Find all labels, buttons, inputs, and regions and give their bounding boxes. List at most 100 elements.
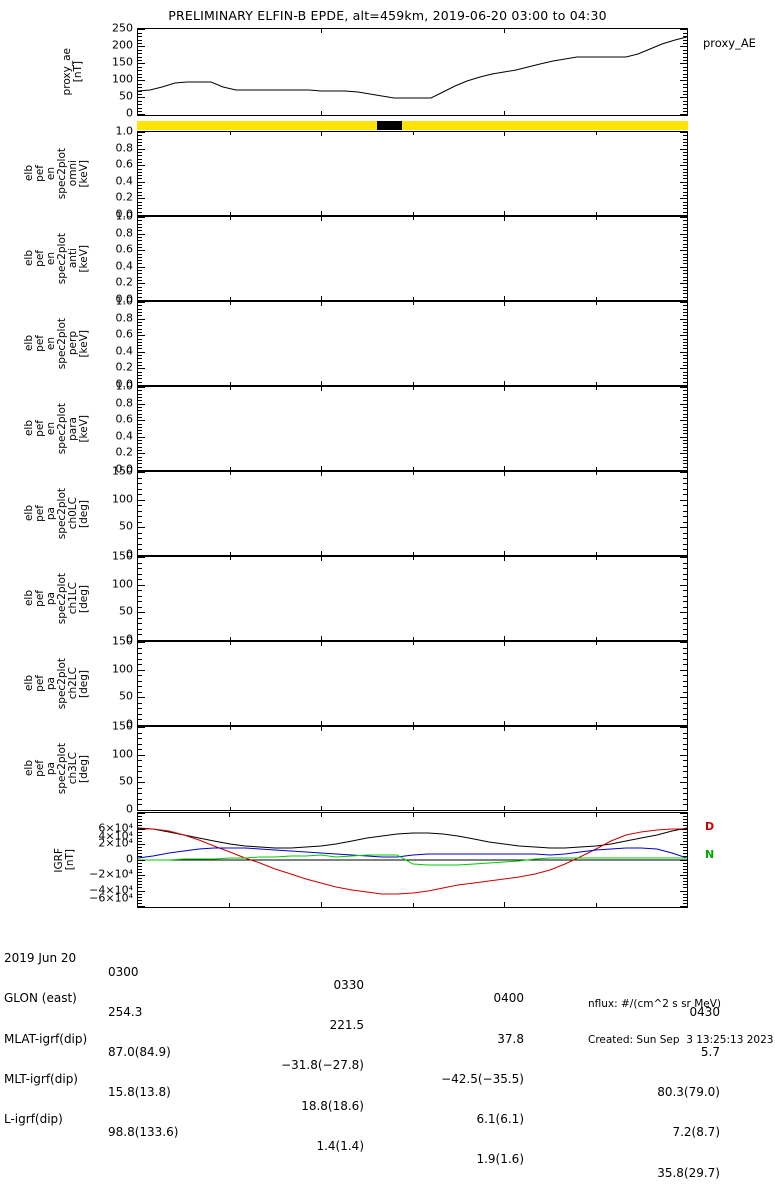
ytick: 200 [112,38,133,52]
panel-label-line: [deg] [78,754,90,783]
panel-label-elb-pef-pa-spec2plot-ch0LC: elb pef pa spec2plot ch0LC [deg] [23,471,90,556]
bar-strip-indicator [137,121,688,130]
cell-value: 0330 [333,978,364,993]
cell-value: 35.8(29.7) [657,1165,720,1180]
ytick: 50 [119,774,133,788]
spectrogram-empty-area [138,727,687,810]
panel-label-line: [deg] [78,499,90,528]
row-label: MLT-igrf(dip) [4,1071,78,1086]
panel-igrf [137,812,688,908]
ytick: 0.2 [115,360,134,374]
ytick: 50 [119,519,133,533]
panel-label-line: [keV] [78,244,90,273]
ytick: 0.8 [115,311,134,325]
panel-label-line: [nT] [64,849,76,871]
ytick: 0 [126,852,133,865]
ytick: 0.4 [115,429,134,443]
igrf-trace-n [138,854,687,866]
cell-value: 0300 [108,964,139,979]
ytick: 0.0 [115,377,134,391]
elb-pef-pa-spec2plot-ch3LC-ytick-labels: 150 100 50 0 [89,721,133,815]
cell-value: 254.3 [108,1004,143,1019]
panel-label-line: [keV] [78,414,90,443]
table-row: L-igrf(dip) 98.8(133.6) 1.4(1.4) 1.9(1.6… [4,1100,720,1179]
bar-strip-marker [377,121,402,130]
panel-elb-pef-en-spec2plot-omni [137,131,688,216]
ytick: 0.6 [115,327,134,341]
ytick: 0.0 [115,462,134,476]
ytick: 150 [112,55,133,69]
panel-label-proxy-ae: proxy_ae [nT] [56,28,90,116]
ytick: 150 [112,464,133,478]
created-note: Created: Sun Sep 3 13:25:13 2023 [588,1034,774,1046]
panel-label-elb-pef-pa-spec2plot-ch1LC: elb pef pa spec2plot ch1LC [deg] [23,556,90,641]
ytick: −4×10⁴ [89,883,133,896]
panel-label-elb-pef-en-spec2plot-anti: elb pef en spec2plot anti [keV] [23,216,90,301]
ytick: 150 [112,549,133,563]
ytick: 0 [126,717,133,731]
ytick: 150 [112,719,133,733]
panel-elb-pef-pa-spec2plot-ch1LC [137,556,688,641]
cell-value: 221.5 [329,1018,364,1033]
elb-pef-pa-spec2plot-ch0LC-ytick-labels: 150 100 50 0 [89,466,133,560]
spectrogram-empty-area [138,642,687,725]
ytick: 0.2 [115,275,134,289]
table-row: MLAT-igrf(dip) 87.0(84.9) −31.8(−27.8) −… [4,1019,720,1099]
ytick: 0.8 [115,226,134,240]
ytick: 0.4 [115,259,134,273]
cell-value: 6.1(6.1) [476,1112,524,1127]
row-label: 2019 Jun 20 [4,951,77,966]
cell-value: −31.8(−27.8) [281,1058,364,1073]
panel-label-line: [keV] [78,329,90,358]
ytick: 1.0 [115,294,134,308]
cell-value: 0400 [493,991,524,1006]
ytick: 0.0 [115,292,134,306]
plot-canvas: PRELIMINARY ELFIN-B EPDE, alt=459km, 201… [4,8,773,1180]
ytick: 1.0 [115,209,134,223]
ytick: 100 [112,577,133,591]
igrf-trace-beast [138,847,687,859]
panel-elb-pef-pa-spec2plot-ch3LC [137,726,688,811]
ytick: 1.0 [115,379,134,393]
row-label: GLON (east) [4,991,77,1006]
cell-value: 80.3(79.0) [657,1085,720,1100]
igrf-plot-area [138,827,687,895]
panel-proxy-ae [137,28,688,116]
ytick: 0 [126,802,133,816]
panel-label-line: [deg] [78,669,90,698]
ytick: 100 [112,662,133,676]
igrf-ytick-labels: 6×10⁴ 4×10⁴ 2×10⁴ 0 −2×10⁴ −4×10⁴ −6×10⁴ [84,812,133,908]
ytick: 6×10⁴ [98,821,133,834]
panel-elb-pef-en-spec2plot-perp [137,301,688,386]
table-row: 2019 Jun 20 0300 0330 0400 0430 [4,939,720,1018]
elb-pef-pa-spec2plot-ch2LC-ytick-labels: 150 100 50 0 [89,636,133,730]
cell-value: 15.8(13.8) [108,1085,171,1100]
ytick: 100 [112,747,133,761]
igrf-trace-btotal [138,827,687,849]
panel-label-igrf: IGRF [nT] [48,812,82,908]
ytick: 0 [126,632,133,646]
ytick: 0 [126,106,133,120]
proxy-ae-plot-area [138,36,687,99]
panel-label-elb-pef-en-spec2plot-omni: elb pef en spec2plot omni [keV] [23,131,90,216]
ytick: 1.0 [115,124,134,138]
table-row: MLT-igrf(dip) 15.8(13.8) 18.8(18.6) 6.1(… [4,1059,720,1139]
ytick: 0.0 [115,207,134,221]
ytick: 0.8 [115,141,134,155]
row-label: L-igrf(dip) [4,1112,63,1127]
elb-pef-en-spec2plot-perp-ytick-labels: 1.0 0.8 0.6 0.4 0.2 0.0 [89,296,134,390]
ytick: 0.2 [115,445,134,459]
cell-value: 87.0(84.9) [108,1045,171,1060]
elb-pef-en-spec2plot-para-ytick-labels: 1.0 0.8 0.6 0.4 0.2 0.0 [89,381,134,475]
proxy-ae-legend-label: proxy_AE [703,36,756,50]
ytick: 2×10⁴ [98,836,133,850]
panel-label-line: [nT] [72,61,84,83]
cell-value: 37.8 [497,1031,524,1046]
ytick: 50 [119,89,133,103]
cell-value: 7.2(8.7) [672,1125,720,1140]
ytick: 50 [119,689,133,703]
ytick: 0.4 [115,174,134,188]
ytick: −6×10⁴ [89,891,133,904]
cell-value: 98.8(133.6) [108,1125,179,1140]
page-title: PRELIMINARY ELFIN-B EPDE, alt=459km, 201… [168,8,607,23]
